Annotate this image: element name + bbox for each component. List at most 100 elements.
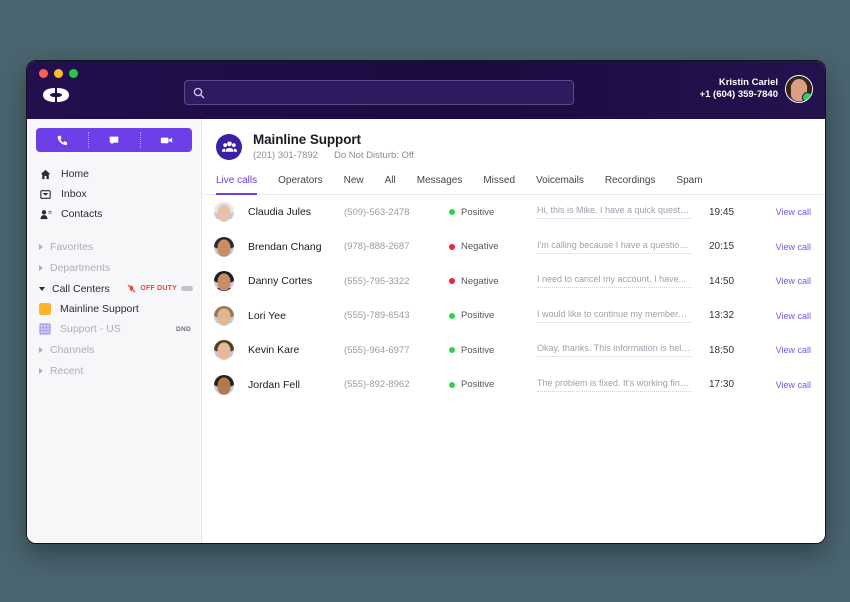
- sentiment-label: Positive: [461, 344, 495, 356]
- search-input[interactable]: [211, 85, 565, 100]
- avatar: [214, 374, 234, 395]
- tab-all[interactable]: All: [384, 175, 396, 186]
- search-bar[interactable]: [184, 80, 574, 105]
- user-profile[interactable]: Kristin Cariel +1 (604) 359-7840: [700, 75, 813, 103]
- avatar: [214, 236, 234, 257]
- chevron-down-icon: [39, 286, 45, 291]
- avatar-cell: [214, 374, 248, 395]
- sentiment-cell: Positive: [449, 379, 537, 390]
- message-preview-cell: Hi, this is Mike. I have a quick questio…: [537, 205, 709, 220]
- sentiment-dot-icon: [449, 278, 455, 285]
- sidebar-section-channels[interactable]: Channels: [27, 339, 201, 360]
- call-time: 18:50: [709, 344, 735, 356]
- sidebar-section-recent[interactable]: Recent: [27, 360, 201, 381]
- app-logo-icon: [41, 85, 71, 105]
- message-preview-cell: I would like to continue my membership..…: [537, 309, 709, 323]
- tab-new[interactable]: New: [343, 175, 364, 186]
- call-time: 20:15: [709, 241, 735, 253]
- sidebar-section-departments[interactable]: Departments: [27, 257, 201, 278]
- inbox-icon: [39, 189, 52, 200]
- avatar-cell: [214, 202, 248, 223]
- sidebar-section-favorites[interactable]: Favorites: [27, 236, 201, 257]
- sidebar-item-mainline-support[interactable]: Mainline Support: [27, 299, 201, 319]
- tab-spam[interactable]: Spam: [676, 175, 703, 186]
- sentiment-dot-icon: [449, 347, 455, 354]
- sentiment-label: Positive: [461, 206, 495, 218]
- search-icon: [193, 87, 205, 98]
- maximize-button[interactable]: [69, 69, 78, 78]
- sidebar-item-support-us[interactable]: Support - US DND: [27, 319, 201, 339]
- view-call-link[interactable]: View call: [775, 310, 811, 321]
- contact-phone: (555)-789-6543: [344, 310, 410, 322]
- message-preview-cell: The problem is fixed. It's working fine.…: [537, 378, 709, 392]
- contacts-icon: [39, 209, 52, 220]
- table-row[interactable]: Danny Cortes (555)-795-3322 Negative I need…: [202, 264, 825, 299]
- user-text: Kristin Cariel +1 (604) 359-7840: [700, 77, 778, 101]
- avatar: [214, 340, 234, 361]
- avatar: [214, 305, 234, 326]
- view-call-link[interactable]: View call: [775, 276, 811, 287]
- quick-actions: [36, 128, 192, 152]
- app-window: Kristin Cariel +1 (604) 359-7840: [26, 60, 826, 544]
- avatar-cell: [214, 305, 248, 326]
- avatar-cell: [214, 236, 248, 257]
- duty-toggle[interactable]: [181, 286, 193, 291]
- table-row[interactable]: Brendan Chang (978)-888-2687 Negative I'm c…: [202, 230, 825, 265]
- off-duty-label: OFF DUTY: [140, 285, 177, 292]
- sidebar-item-label: Home: [61, 168, 90, 180]
- table-row[interactable]: Jordan Fell (555)-892-8962 Positive The pro…: [202, 368, 825, 403]
- tab-live-calls[interactable]: Live calls: [216, 175, 258, 195]
- chevron-right-icon: [39, 243, 43, 250]
- view-call-link[interactable]: View call: [775, 379, 811, 390]
- table-row[interactable]: Lori Yee (555)-789-6543 Positive I would li…: [202, 299, 825, 334]
- message-preview-cell: I'm calling because I have a question...: [537, 240, 709, 254]
- sidebar-item-home[interactable]: Home: [27, 164, 201, 184]
- sentiment-label: Positive: [461, 379, 495, 391]
- contact-phone: (978)-888-2687: [344, 241, 410, 253]
- minimize-button[interactable]: [54, 69, 63, 78]
- table-row[interactable]: Kevin Kare (555)-964-6977 Positive Okay, th…: [202, 333, 825, 368]
- avatar-cell: [214, 271, 248, 292]
- view-call-link[interactable]: View call: [775, 207, 811, 218]
- sidebar: Home Inbox: [27, 119, 202, 543]
- avatar[interactable]: [785, 75, 813, 103]
- message-preview: I'm calling because I have a question...: [537, 240, 691, 254]
- sidebar-section-call-centers[interactable]: Call Centers OFF DUTY: [27, 278, 201, 299]
- sentiment-label: Negative: [461, 275, 499, 287]
- tab-messages[interactable]: Messages: [416, 175, 463, 186]
- tab-operators[interactable]: Operators: [278, 175, 323, 186]
- close-button[interactable]: [39, 69, 48, 78]
- sidebar-item-inbox[interactable]: Inbox: [27, 184, 201, 204]
- contact-name: Kevin Kare: [248, 344, 300, 357]
- table-row[interactable]: Claudia Jules (509)-563-2478 Positive Hi, t…: [202, 195, 825, 230]
- sentiment-dot-icon: [449, 312, 455, 319]
- tab-voicemails[interactable]: Voicemails: [536, 175, 584, 186]
- channel-label: Support - US: [60, 323, 121, 335]
- contact-name: Jordan Fell: [248, 378, 300, 391]
- call-time: 13:32: [709, 310, 735, 322]
- view-call-link[interactable]: View call: [775, 241, 811, 252]
- sidebar-item-contacts[interactable]: Contacts: [27, 204, 201, 224]
- sidebar-section-label: Favorites: [50, 240, 94, 253]
- message-button[interactable]: [88, 128, 140, 152]
- page-subtitle: (201) 301-7892 Do Not Disturb: Off: [253, 150, 414, 161]
- tab-recordings[interactable]: Recordings: [604, 175, 656, 186]
- channel-label: Mainline Support: [60, 303, 139, 315]
- contact-phone: (555)-964-6977: [344, 344, 410, 356]
- contact-name: Danny Cortes: [248, 275, 313, 288]
- sentiment-dot-icon: [449, 209, 455, 216]
- message-preview: Okay, thanks. This information is helpfu…: [537, 343, 691, 358]
- contact-phone: (555)-795-3322: [344, 275, 410, 287]
- tab-missed[interactable]: Missed: [483, 175, 516, 186]
- off-duty-badge[interactable]: OFF DUTY: [127, 284, 193, 293]
- call-list: Claudia Jules (509)-563-2478 Positive Hi, t…: [202, 195, 825, 543]
- home-icon: [39, 169, 52, 180]
- message-preview-cell: I need to cancel my account. I have...: [537, 274, 709, 289]
- call-button[interactable]: [36, 128, 88, 152]
- chevron-right-icon: [39, 264, 43, 271]
- video-button[interactable]: [140, 128, 192, 152]
- view-call-link[interactable]: View call: [775, 345, 811, 356]
- sentiment-cell: Negative: [449, 241, 537, 252]
- message-preview: I would like to continue my membership..…: [537, 309, 691, 323]
- sidebar-section-label: Departments: [50, 261, 111, 274]
